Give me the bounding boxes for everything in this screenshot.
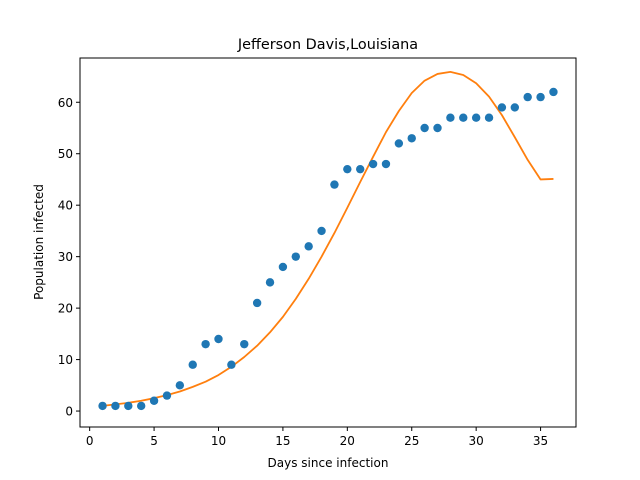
y-tick-label: 40 [58, 199, 73, 213]
scatter-layer [98, 87, 558, 411]
scatter-point [497, 103, 507, 112]
x-tick-label: 15 [275, 434, 290, 448]
scatter-point [407, 134, 416, 143]
y-tick-label: 50 [58, 147, 73, 161]
scatter-point [356, 164, 365, 174]
x-axis-ticks: 0 5 10 15 20 25 30 35 [86, 427, 548, 448]
scatter-point [149, 396, 159, 405]
x-tick-label: 20 [340, 434, 355, 448]
scatter-point [98, 401, 107, 411]
x-tick-label: 25 [404, 434, 419, 448]
scatter-point [227, 360, 236, 369]
scatter-point [124, 401, 133, 411]
scatter-point [394, 139, 404, 148]
scatter-point [433, 123, 442, 133]
axes-frame [79, 57, 577, 428]
scatter-point [381, 159, 391, 169]
scatter-point [214, 334, 223, 344]
scatter-point [549, 87, 558, 97]
x-axis-label: Days since infection [268, 456, 389, 470]
scatter-point [291, 252, 300, 261]
scatter-point [240, 339, 249, 349]
y-tick-label: 30 [58, 250, 73, 264]
scatter-point [188, 360, 197, 369]
y-axis-label: Population infected [32, 184, 46, 300]
scatter-point [536, 92, 545, 102]
scatter-point [446, 113, 455, 122]
y-axis-ticks: 0 10 20 30 40 50 60 [58, 96, 80, 419]
scatter-point [175, 381, 185, 390]
y-tick-label: 20 [58, 302, 73, 316]
scatter-point [368, 159, 378, 169]
scatter-point [317, 226, 326, 236]
scatter-point [252, 298, 262, 308]
scatter-point [484, 113, 494, 122]
scatter-point [343, 164, 352, 174]
plot-area [98, 71, 558, 411]
chart-title: Jefferson Davis,Louisiana [237, 37, 418, 53]
scatter-point [420, 123, 429, 133]
scatter-point [510, 103, 520, 112]
y-tick-label: 60 [58, 96, 73, 110]
scatter-point [459, 113, 468, 122]
x-tick-label: 5 [150, 434, 158, 448]
scatter-point [111, 401, 120, 411]
scatter-point [471, 113, 481, 122]
x-tick-label: 0 [86, 434, 94, 448]
scatter-point [201, 339, 210, 349]
scatter-point [278, 262, 288, 272]
scatter-point [304, 242, 313, 251]
x-tick-label: 35 [533, 434, 548, 448]
scatter-point [523, 92, 532, 102]
y-tick-label: 0 [65, 405, 73, 419]
x-tick-label: 10 [211, 434, 226, 448]
scatter-point [162, 391, 172, 400]
line-layer [102, 71, 554, 407]
scatter-point [136, 401, 146, 411]
fitted-curve-line [102, 71, 554, 407]
scatter-point [265, 278, 275, 287]
y-tick-label: 10 [58, 353, 73, 367]
x-tick-label: 30 [469, 434, 484, 448]
scatter-point [330, 180, 339, 189]
